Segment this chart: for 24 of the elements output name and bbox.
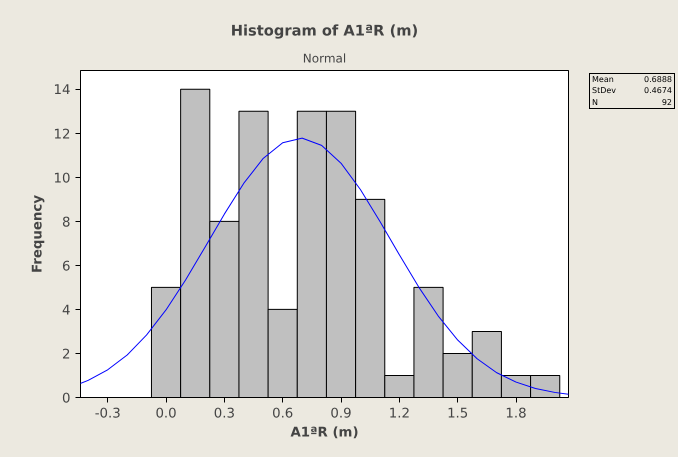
x-tick-label: 0.6 (272, 406, 294, 422)
y-tick-label: 4 (62, 303, 71, 318)
text: StDev 0.4674 (592, 86, 672, 96)
text: N 92 (592, 98, 672, 107)
text: Mean 0.6888 (592, 75, 672, 84)
x-tick-label: 0.3 (214, 406, 235, 422)
chart-subtitle: Normal (302, 52, 346, 66)
y-tick-label: 8 (62, 215, 71, 230)
y-tick-label: 12 (54, 127, 71, 142)
y-axis-title: Frequency (30, 194, 46, 274)
chart-title: Histogram of A1ªR (m) (230, 22, 418, 40)
y-tick-label: 2 (62, 347, 71, 362)
x-tick-label: 1.5 (447, 406, 468, 422)
x-tick-label: 0.0 (155, 406, 177, 422)
line-series (80, 138, 568, 395)
x-axis-title: A1ªR (m) (290, 426, 359, 440)
x-tick-label: -0.3 (94, 406, 121, 422)
y-tick-label: 0 (62, 392, 71, 406)
x-tick-label: 1.8 (505, 406, 527, 422)
y-tick-label: 14 (54, 83, 71, 98)
x-tick-label: 0.9 (330, 406, 352, 422)
x-tick-label: 1.2 (388, 406, 410, 422)
y-tick-label: 6 (62, 259, 71, 274)
y-tick-label: 10 (54, 171, 71, 186)
